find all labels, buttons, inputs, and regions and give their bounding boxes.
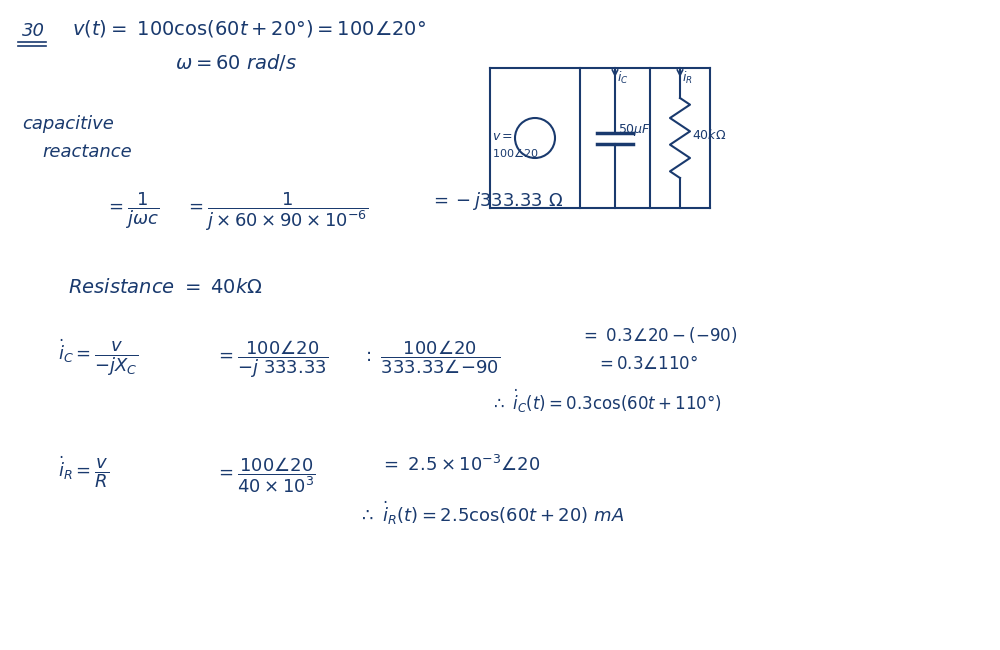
Text: $: \ \dfrac{100\angle 20}{333.33\angle{-90}}$: $: \ \dfrac{100\angle 20}{333.33\angle{-… [362,338,500,376]
Text: $= \dfrac{100\angle 20}{-j \ 333.33}$: $= \dfrac{100\angle 20}{-j \ 333.33}$ [215,338,328,380]
Text: $= -j333.33 \ \Omega$: $= -j333.33 \ \Omega$ [430,190,563,212]
Text: $\therefore \ \dot{i}_R(t) = 2.5\cos(60t + 20) \ mA$: $\therefore \ \dot{i}_R(t) = 2.5\cos(60t… [358,500,624,527]
Text: $100\angle 20$: $100\angle 20$ [492,146,539,159]
Text: $\dot{i}_C = \dfrac{v}{-jX_C}$: $\dot{i}_C = \dfrac{v}{-jX_C}$ [58,338,138,378]
Text: $= 0.3\angle 110°$: $= 0.3\angle 110°$ [596,355,698,373]
Text: capacitive: capacitive [22,115,114,133]
Text: $\dot{i}_R = \dfrac{v}{R}$: $\dot{i}_R = \dfrac{v}{R}$ [58,455,109,490]
Text: $\omega = 60 \ rad/s$: $\omega = 60 \ rad/s$ [175,52,297,73]
Text: $40k\Omega$: $40k\Omega$ [692,128,726,142]
Text: $Resistance \ = \ 40k\Omega$: $Resistance \ = \ 40k\Omega$ [68,278,263,297]
Text: $\therefore \ \dot{i}_C(t) = 0.3\cos(60t + 110°)$: $\therefore \ \dot{i}_C(t) = 0.3\cos(60t… [490,388,722,415]
Text: $= \dfrac{1}{j\omega c}$: $= \dfrac{1}{j\omega c}$ [105,190,159,231]
Text: $50\mu F$: $50\mu F$ [618,122,651,138]
Text: $v(t) = \ 100 \cos(60t + 20°) = 100\angle 20°$: $v(t) = \ 100 \cos(60t + 20°) = 100\angl… [72,18,426,39]
Text: $= \ 0.3\angle 20-(-90)$: $= \ 0.3\angle 20-(-90)$ [580,325,737,345]
Text: 30: 30 [22,22,45,40]
Text: $= \dfrac{100\angle 20}{40 \times 10^3}$: $= \dfrac{100\angle 20}{40 \times 10^3}$ [215,455,316,495]
Text: $\dot{i}_R$: $\dot{i}_R$ [682,66,693,86]
Text: $\dot{i}_C$: $\dot{i}_C$ [617,66,629,86]
Text: $= \dfrac{1}{j \times 60 \times 90 \times 10^{-6}}$: $= \dfrac{1}{j \times 60 \times 90 \time… [185,190,368,233]
Text: $v=$: $v=$ [492,130,513,143]
Text: reactance: reactance [42,143,132,161]
Text: $= \ 2.5 \times 10^{-3}\angle 20$: $= \ 2.5 \times 10^{-3}\angle 20$ [380,455,540,475]
